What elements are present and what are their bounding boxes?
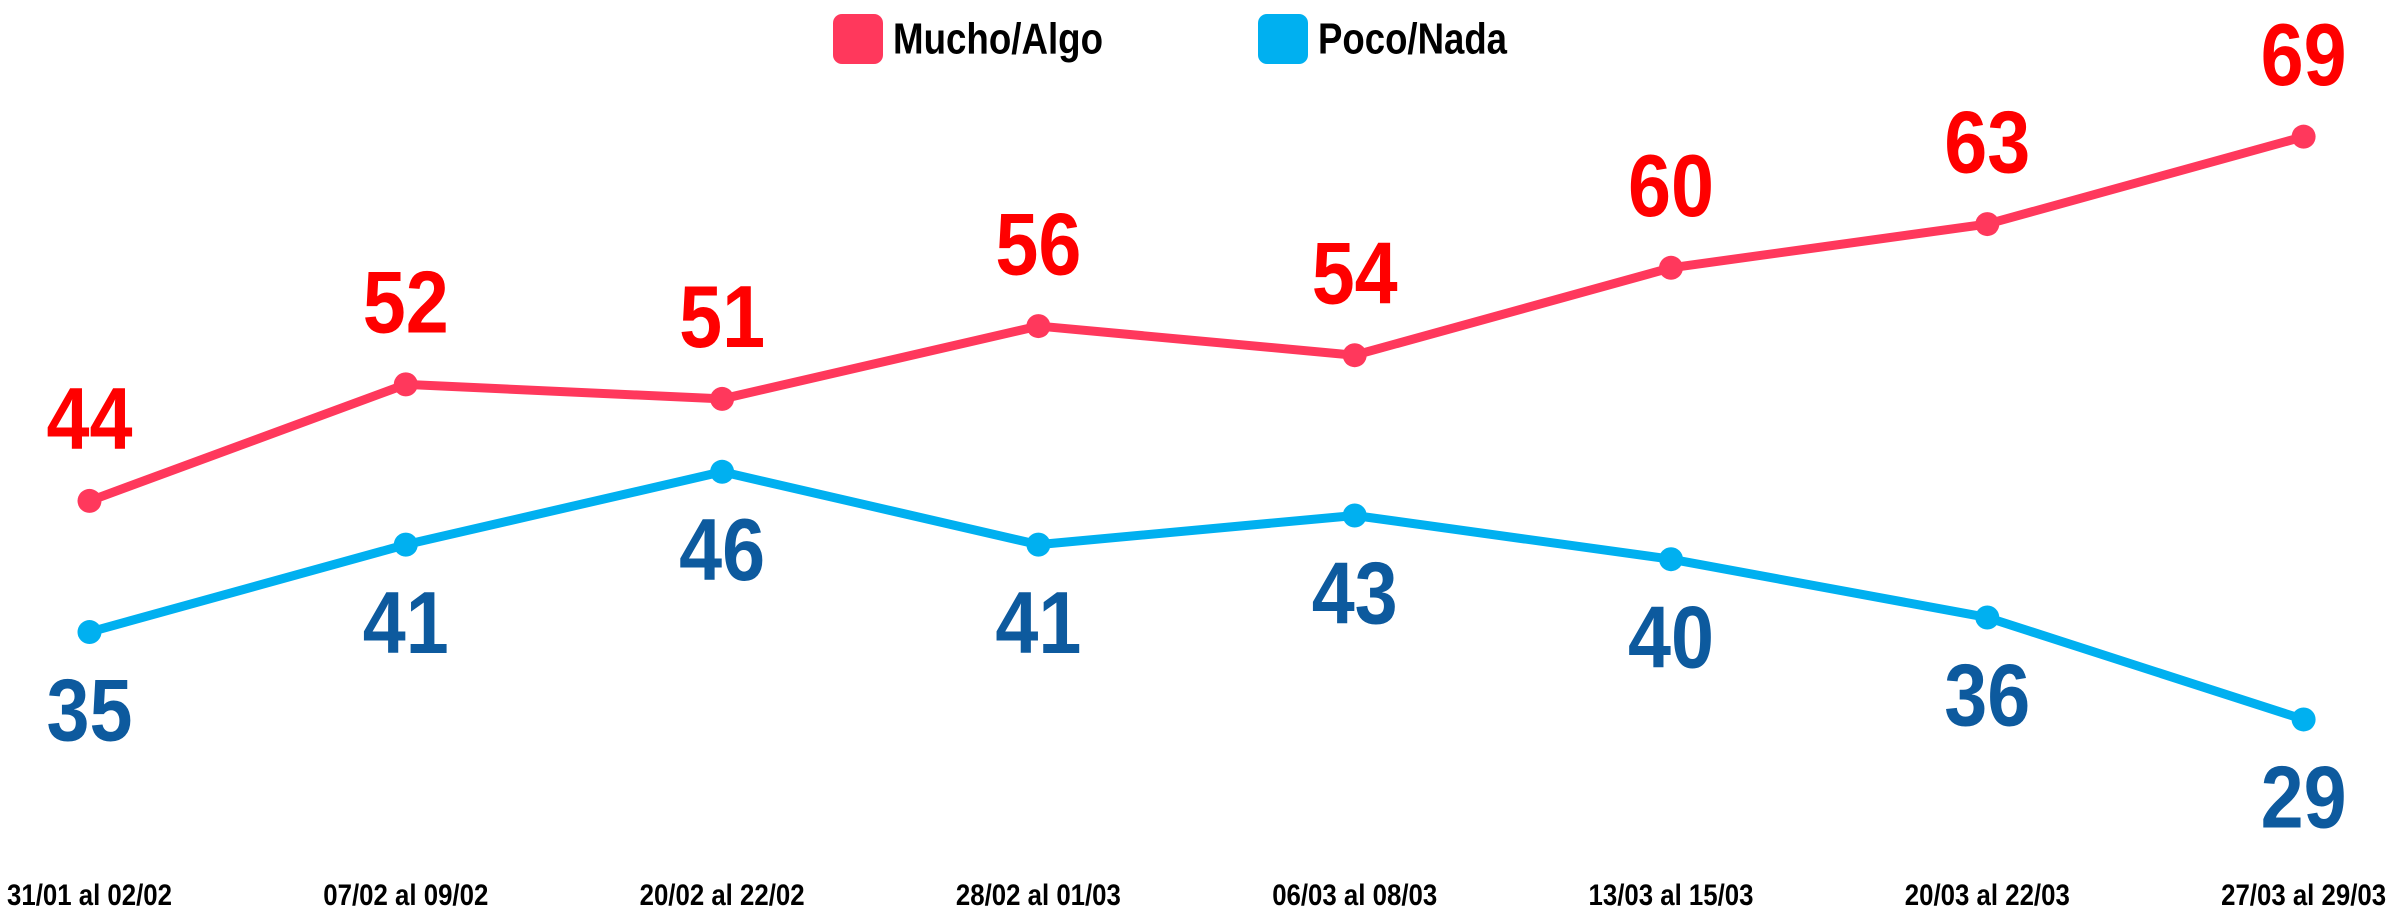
legend-swatch — [833, 14, 883, 64]
x-tick-label: 06/03 al 08/03 — [1272, 879, 1437, 909]
x-tick-label: 20/02 al 22/02 — [640, 879, 805, 909]
data-label: 52 — [363, 253, 449, 352]
data-label: 54 — [1312, 223, 1398, 322]
data-label: 29 — [2261, 748, 2347, 847]
x-tick-label: 31/01 al 02/02 — [7, 879, 172, 909]
legend-swatch — [1258, 14, 1308, 64]
data-point — [77, 488, 102, 513]
data-label: 35 — [47, 660, 133, 759]
x-tick-label: 28/02 al 01/03 — [956, 879, 1121, 909]
data-label: 41 — [995, 573, 1081, 672]
legend-label: Mucho/Algo — [893, 15, 1103, 64]
data-point — [1659, 255, 1683, 280]
data-label: 41 — [363, 573, 449, 672]
x-tick-label: 20/03 al 22/03 — [1905, 879, 2070, 909]
data-label: 60 — [1628, 136, 1714, 235]
data-point — [1342, 343, 1367, 368]
data-point — [2291, 707, 2316, 732]
data-point — [77, 620, 102, 645]
data-point — [2291, 124, 2316, 149]
series-line — [88, 467, 2305, 724]
data-point — [1975, 605, 2000, 630]
legend-label: Poco/Nada — [1318, 15, 1507, 64]
data-point — [393, 372, 418, 397]
data-label: 44 — [47, 369, 133, 468]
data-point — [1659, 547, 1683, 572]
data-point — [1975, 212, 2000, 237]
x-tick-label: 13/03 al 15/03 — [1589, 879, 1754, 909]
data-label: 43 — [1312, 544, 1398, 643]
series-line — [87, 132, 2305, 506]
data-label: 63 — [1944, 92, 2030, 191]
data-point — [1026, 314, 1051, 339]
data-point — [710, 386, 735, 411]
data-point — [710, 459, 735, 484]
x-tick-label: 27/03 al 29/03 — [2221, 879, 2386, 909]
data-point — [1342, 503, 1367, 528]
data-point — [1026, 532, 1051, 557]
x-tick-label: 07/02 al 09/02 — [323, 879, 488, 909]
data-label: 46 — [679, 500, 765, 599]
data-label: 69 — [2261, 5, 2347, 104]
data-label: 56 — [995, 194, 1081, 293]
data-point — [393, 532, 418, 557]
data-label: 40 — [1628, 587, 1714, 686]
data-label: 36 — [1944, 646, 2030, 745]
data-label: 51 — [679, 267, 765, 366]
